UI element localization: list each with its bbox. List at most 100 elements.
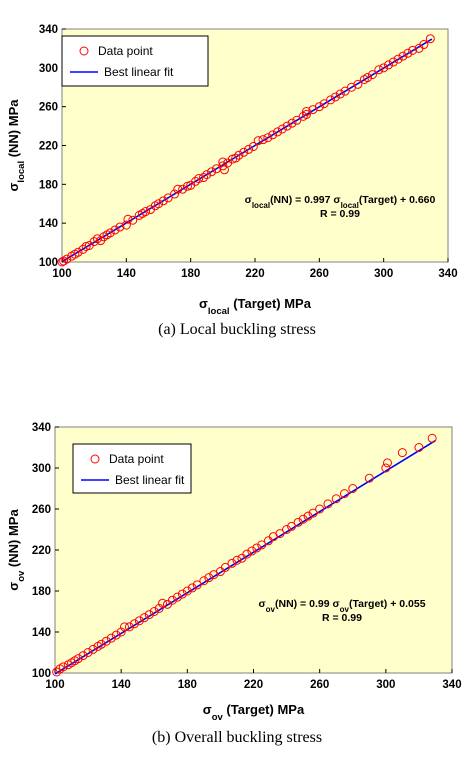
data-point: [73, 654, 83, 664]
data-point: [374, 65, 384, 75]
data-point: [315, 504, 325, 514]
data-point: [326, 95, 336, 105]
caption-local: (a) Local buckling stress: [158, 321, 316, 338]
data-point: [287, 521, 297, 531]
data-point: [323, 499, 333, 509]
data-point: [128, 215, 138, 225]
data-point: [187, 583, 197, 593]
y-tick-label: 260: [39, 102, 58, 114]
data-point: [182, 586, 192, 596]
legend-marker-circle: [90, 454, 100, 464]
data-point: [101, 636, 111, 646]
data-point: [379, 63, 389, 73]
data-point: [363, 73, 373, 83]
data-point: [273, 127, 283, 137]
x-tick-label: 140: [117, 268, 136, 280]
data-point: [202, 170, 212, 180]
data-point: [301, 107, 311, 117]
x-tick-label: 100: [45, 679, 64, 691]
data-point: [115, 222, 125, 232]
legend-box: [72, 443, 192, 494]
data-point: [58, 662, 68, 672]
y-tick-label: 220: [39, 141, 58, 153]
data-point: [308, 508, 318, 518]
data-point: [330, 92, 340, 102]
data-point: [298, 514, 308, 524]
data-point: [303, 511, 313, 521]
data-point: [268, 130, 278, 140]
y-tick-label: 100: [32, 668, 51, 680]
data-point: [397, 448, 407, 458]
x-tick-label: 260: [310, 679, 329, 691]
data-point: [239, 147, 249, 157]
data-point: [139, 613, 149, 623]
y-tick-label: 300: [32, 463, 51, 475]
data-point: [220, 562, 230, 572]
data-point: [353, 79, 363, 89]
x-tick-label: 340: [442, 679, 461, 691]
legend-label-fit: Best linear fit: [104, 65, 174, 79]
data-point: [231, 153, 241, 163]
data-point: [121, 220, 131, 230]
x-tick-label: 340: [438, 268, 457, 280]
data-point: [348, 484, 358, 493]
data-point: [425, 34, 435, 44]
x-axis-label: σlocal (Target) MPa: [199, 296, 312, 317]
y-axis-label: σlocal (NN) MPa: [6, 99, 27, 192]
data-point: [398, 51, 408, 61]
fit-r-value: R = 0.99: [320, 208, 360, 220]
data-point: [110, 225, 120, 235]
data-point: [427, 433, 437, 443]
data-point: [292, 115, 302, 125]
chart-overall-buckling: 100 140 180 220 260 300 340 100 140 180 220 260 300 3…: [6, 422, 462, 723]
y-tick-label: 340: [39, 24, 58, 36]
x-tick-label: 300: [374, 268, 393, 280]
data-point: [319, 99, 329, 109]
data-point: [253, 136, 263, 146]
data-point: [331, 494, 341, 504]
data-point: [105, 228, 115, 238]
data-point: [301, 109, 311, 119]
data-point: [388, 57, 398, 67]
data-point: [167, 595, 177, 605]
data-point: [282, 121, 292, 131]
y-tick-label: 300: [39, 63, 58, 75]
data-point: [218, 161, 228, 171]
y-tick-label: 100: [39, 257, 58, 269]
data-point: [277, 124, 287, 134]
data-point: [382, 458, 392, 468]
data-point: [258, 135, 268, 145]
data-point: [335, 89, 345, 99]
data-point: [367, 70, 377, 80]
data-point: [207, 167, 217, 177]
data-point: [123, 214, 133, 224]
data-point: [232, 555, 242, 565]
data-point: [57, 257, 67, 267]
data-point: [199, 173, 209, 183]
y-tick-label: 180: [32, 586, 51, 598]
legend-marker-circle: [79, 46, 89, 56]
data-point: [78, 651, 88, 661]
chart-panel-local: 100 140 180 220 260 300 340 100 140 180 220 260 300 3…: [0, 0, 474, 360]
data-point: [242, 549, 252, 559]
fit-equation: σlocal(NN) = 0.997 σlocal(Target) + 0.66…: [245, 194, 436, 210]
data-point: [340, 86, 350, 96]
data-point: [154, 199, 163, 209]
data-point: [52, 667, 62, 677]
data-point: [227, 558, 237, 568]
data-point: [111, 630, 121, 640]
data-point: [282, 525, 292, 534]
x-tick-label: 220: [245, 268, 264, 280]
data-point: [314, 102, 324, 112]
data-point: [106, 633, 116, 643]
data-point: [83, 648, 93, 657]
legend-label-data: Data point: [109, 452, 164, 466]
data-point: [73, 247, 83, 257]
data-point: [62, 254, 72, 264]
x-tick-label: 100: [52, 268, 71, 280]
y-tick-label: 220: [32, 545, 51, 557]
data-point: [141, 207, 151, 217]
legend-box: [61, 35, 209, 87]
data-point: [234, 150, 244, 160]
fit-equation: σov(NN) = 0.99 σov(Target) + 0.055: [258, 598, 425, 614]
